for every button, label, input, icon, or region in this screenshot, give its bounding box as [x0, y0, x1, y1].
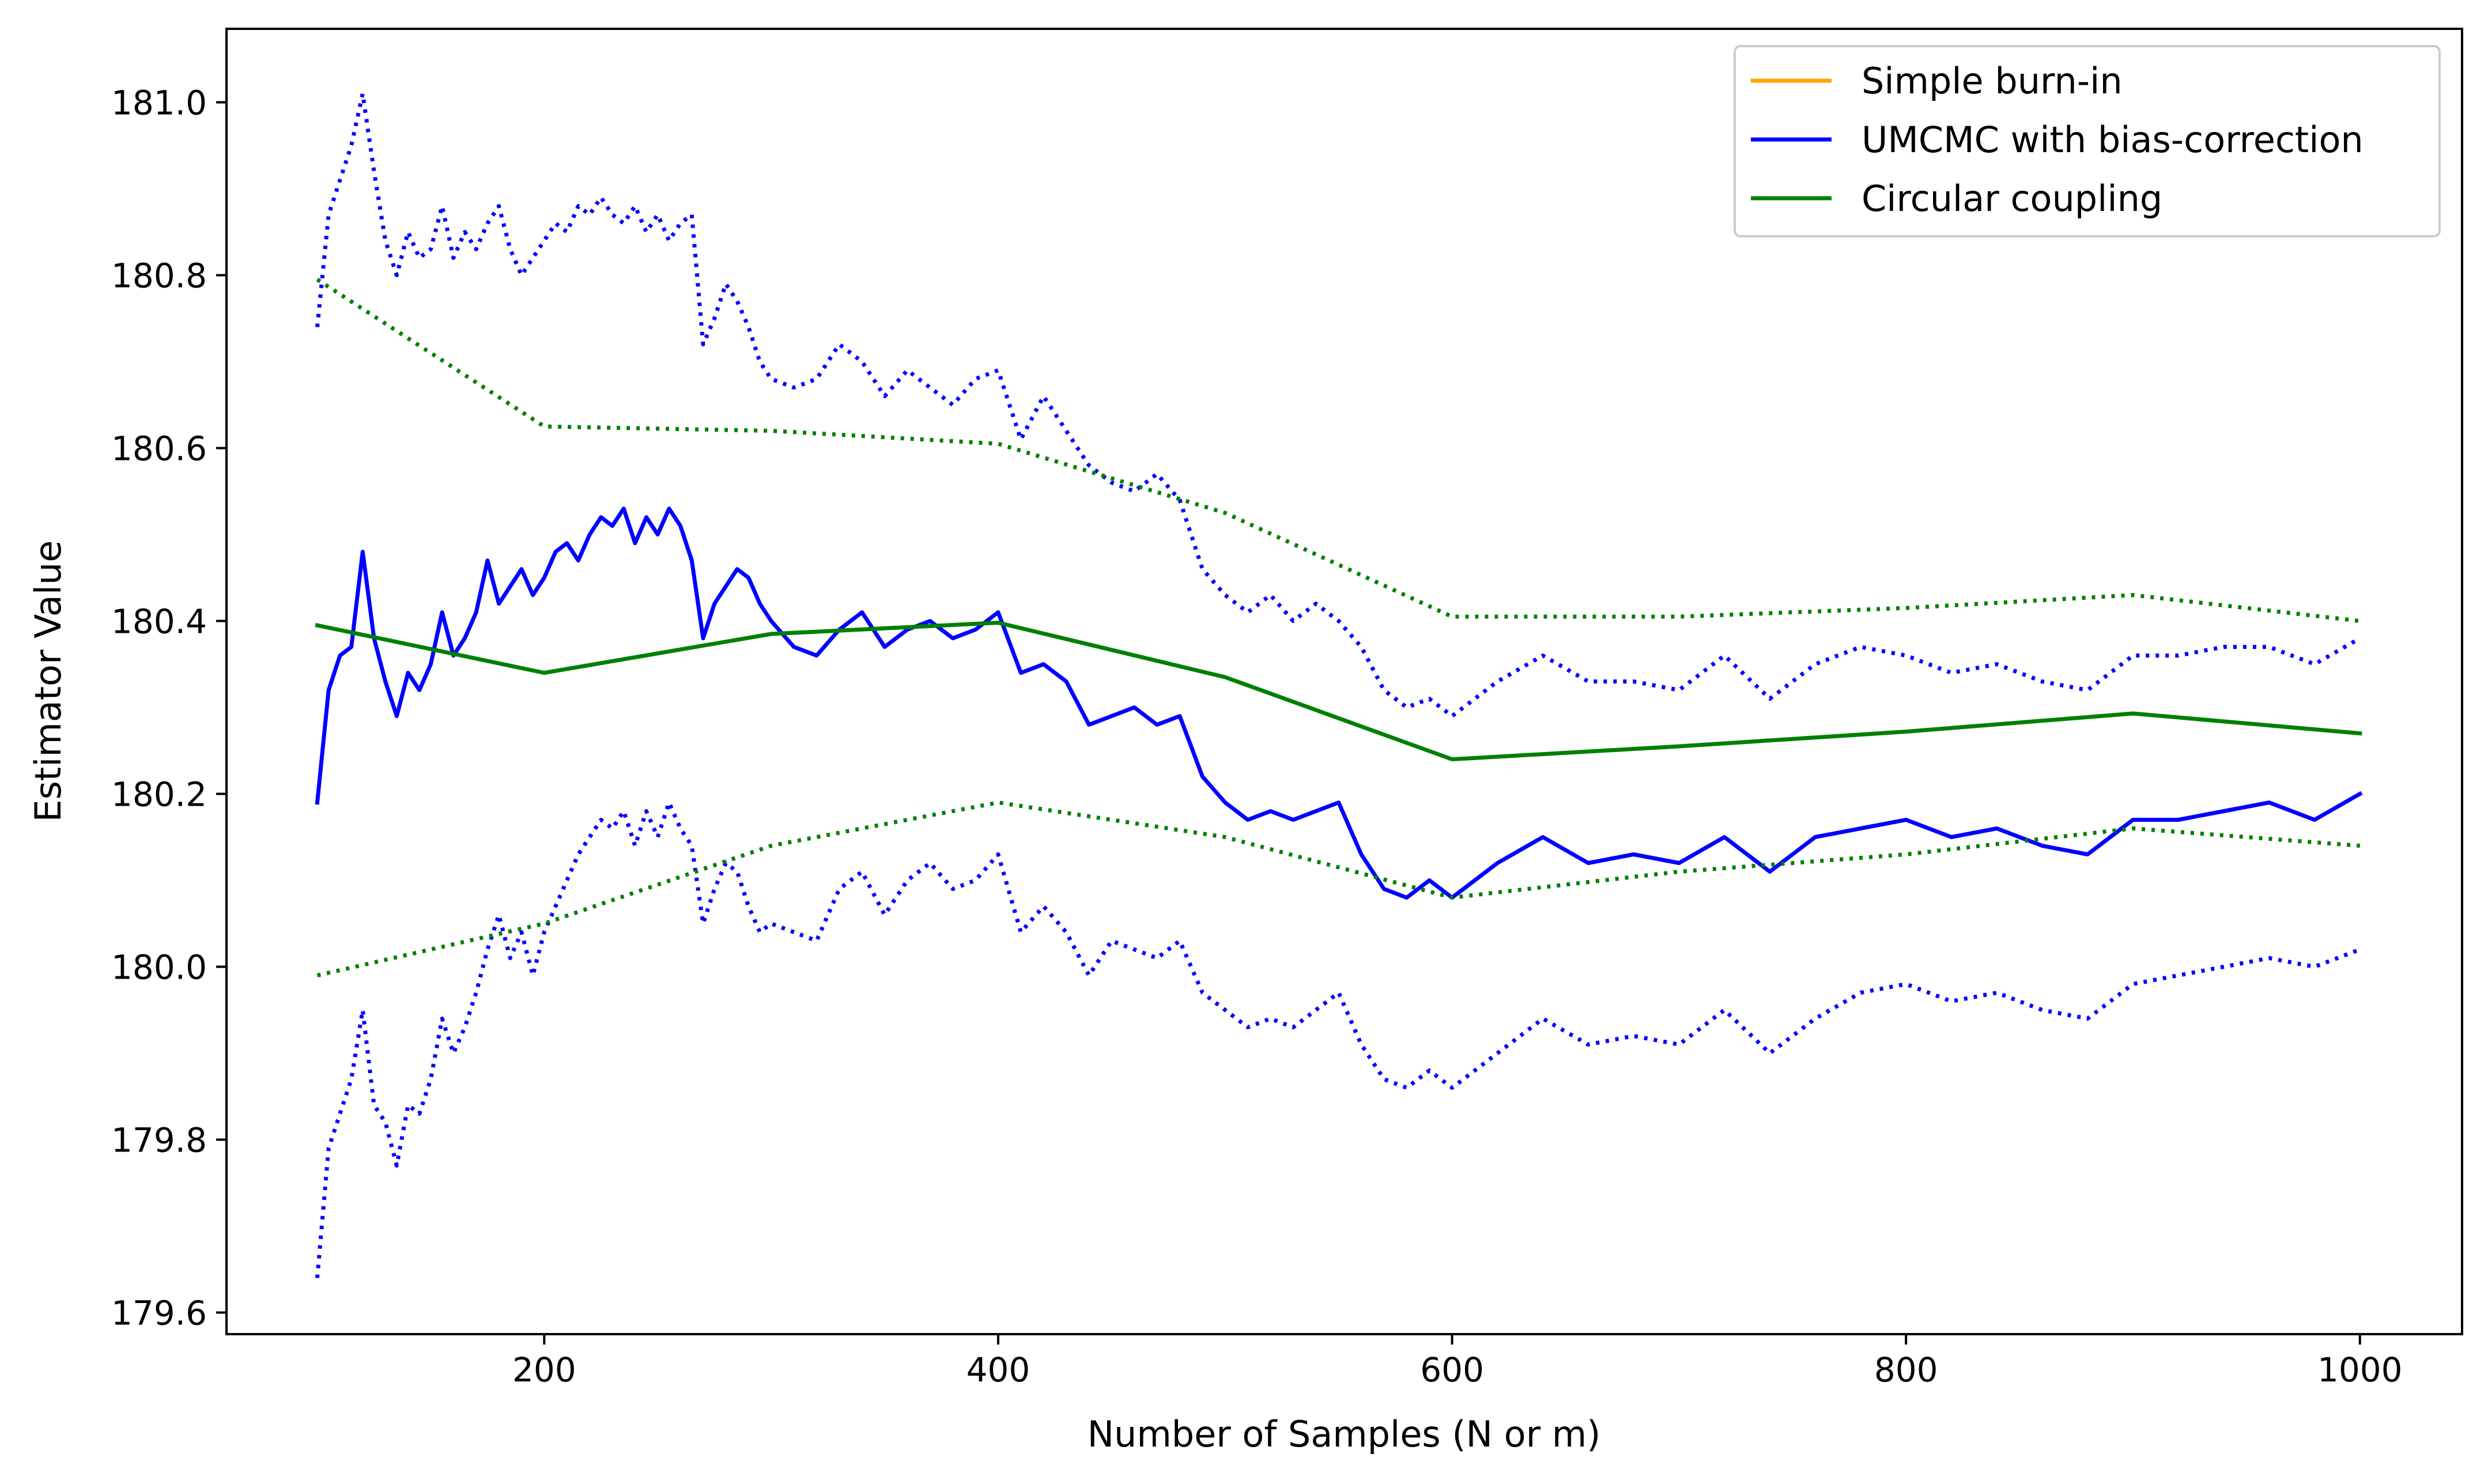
series-line-1-dotted: [315, 92, 2361, 718]
plot-frame: [225, 28, 2463, 1335]
y-tick-label: 181.0: [111, 84, 207, 123]
y-tick-label: 179.6: [111, 1294, 207, 1333]
x-tick-label: 1000: [2317, 1350, 2403, 1389]
legend-label: Circular coupling: [1862, 178, 2162, 220]
series-line-5-dotted: [316, 800, 2361, 977]
series-line-0-solid: [315, 507, 2363, 900]
legend-label: Simple burn-in: [1862, 60, 2123, 102]
y-tick-label: 180.2: [111, 775, 207, 814]
x-tick-label: 600: [1420, 1350, 1484, 1389]
x-tick-label: 400: [966, 1350, 1030, 1389]
y-tick-label: 180.8: [111, 256, 207, 296]
legend-label: UMCMC with bias-correction: [1862, 119, 2364, 161]
y-axis-label: Estimator Value: [27, 540, 69, 822]
series-layer: [315, 92, 2363, 1278]
legend-box: [1734, 45, 2441, 237]
y-tick-label: 180.4: [111, 602, 207, 641]
series-line-3-solid: [315, 621, 2362, 761]
x-tick-label: 800: [1874, 1350, 1938, 1389]
ticks-layer: 200 400 600 800 1000 179.6 179.8 180.0 180.2 180.…: [111, 84, 2403, 1390]
y-tick-label: 179.8: [111, 1121, 207, 1160]
legend: Simple burn-in UMCMC with bias-correction…: [1734, 45, 2441, 237]
y-tick-label: 180.6: [111, 429, 207, 469]
y-tick-label: 180.0: [111, 948, 207, 987]
x-tick-label: 200: [512, 1350, 576, 1389]
x-axis-label: Number of Samples (N or m): [1088, 1413, 1601, 1455]
series-line-4-dotted: [316, 278, 2361, 623]
